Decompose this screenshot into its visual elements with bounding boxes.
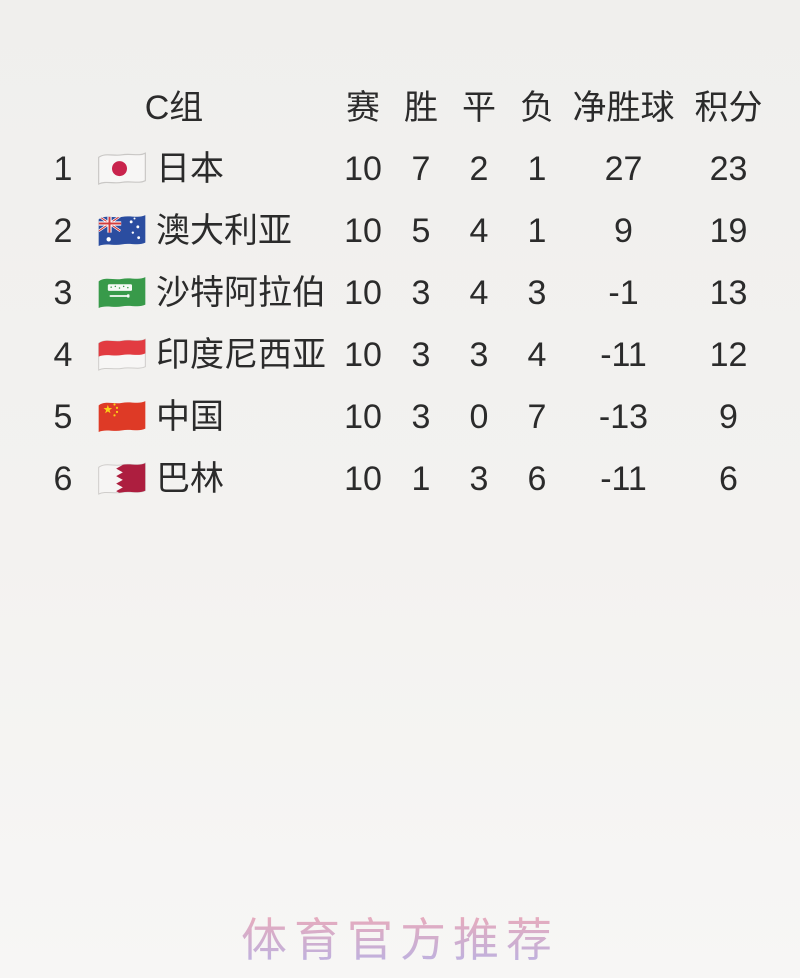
team-name: 日本 [156,150,224,188]
lost-cell: 1 [527,150,547,188]
team-name: 中国 [156,398,224,436]
drawn-cell: 2 [469,150,489,188]
flag-saudi-arabia-icon [88,273,156,313]
lost-cell: 7 [527,398,547,436]
standings-rows: 1 日本 10 7 2 1 27 23 2 澳大利亚 10 5 4 1 9 19… [0,138,800,510]
lost-cell: 1 [527,212,547,250]
flag-indonesia-icon [88,335,156,375]
points-cell: 23 [709,150,748,188]
rank-label: 6 [53,460,73,498]
standings-table: C组 赛 胜 平 负 净胜球 积分 1 日本 10 7 2 1 27 23 2 … [0,78,800,510]
won-cell: 3 [411,398,431,436]
goal-diff-cell: 9 [614,212,633,250]
won-cell: 3 [411,274,431,312]
drawn-cell: 4 [469,212,489,250]
team-name: 印度尼西亚 [156,336,326,374]
won-cell: 7 [411,150,431,188]
column-header-drawn: 平 [462,89,496,127]
rank-label: 3 [53,274,73,312]
rank-label: 2 [53,212,73,250]
table-row: 3 沙特阿拉伯 10 3 4 3 -1 13 [0,262,800,324]
column-header-won: 胜 [404,89,438,127]
column-header-goal-diff: 净胜球 [572,89,675,127]
watermark-text: 体育官方推荐 [0,904,800,970]
flag-japan-icon [88,149,156,189]
played-cell: 10 [344,274,382,312]
flag-bahrain-icon [88,459,156,499]
points-cell: 13 [709,274,748,312]
lost-cell: 6 [527,460,547,498]
column-header-points: 积分 [694,89,763,127]
played-cell: 10 [344,336,382,374]
flag-china-icon [88,397,156,437]
drawn-cell: 3 [469,336,489,374]
goal-diff-cell: 27 [604,150,643,188]
won-cell: 3 [411,336,431,374]
goal-diff-cell: -11 [600,336,647,374]
table-row: 2 澳大利亚 10 5 4 1 9 19 [0,200,800,262]
played-cell: 10 [344,398,382,436]
lost-cell: 3 [527,274,547,312]
drawn-cell: 4 [469,274,489,312]
goal-diff-cell: -1 [608,274,639,312]
goal-diff-cell: -11 [600,460,647,498]
column-header-lost: 负 [520,89,554,127]
played-cell: 10 [344,460,382,498]
table-row: 5 中国 10 3 0 7 -13 9 [0,386,800,448]
lost-cell: 4 [527,336,547,374]
rank-label: 4 [53,336,73,374]
table-row: 1 日本 10 7 2 1 27 23 [0,138,800,200]
points-cell: 9 [719,398,738,436]
table-row: 6 巴林 10 1 3 6 -11 6 [0,448,800,510]
team-name: 沙特阿拉伯 [156,274,326,312]
points-cell: 6 [719,460,738,498]
column-header-played: 赛 [346,89,380,127]
played-cell: 10 [344,212,382,250]
table-row: 4 印度尼西亚 10 3 3 4 -11 12 [0,324,800,386]
won-cell: 1 [411,460,431,498]
team-name: 澳大利亚 [156,212,292,250]
won-cell: 5 [411,212,431,250]
played-cell: 10 [344,150,382,188]
rank-label: 1 [53,150,73,188]
rank-label: 5 [53,398,73,436]
flag-australia-icon [88,211,156,251]
drawn-cell: 0 [469,398,489,436]
points-cell: 19 [709,212,748,250]
goal-diff-cell: -13 [598,398,649,436]
team-name: 巴林 [156,460,224,498]
points-cell: 12 [709,336,748,374]
standings-header: C组 赛 胜 平 负 净胜球 积分 [0,78,800,138]
drawn-cell: 3 [469,460,489,498]
group-title: C组 [144,89,204,127]
